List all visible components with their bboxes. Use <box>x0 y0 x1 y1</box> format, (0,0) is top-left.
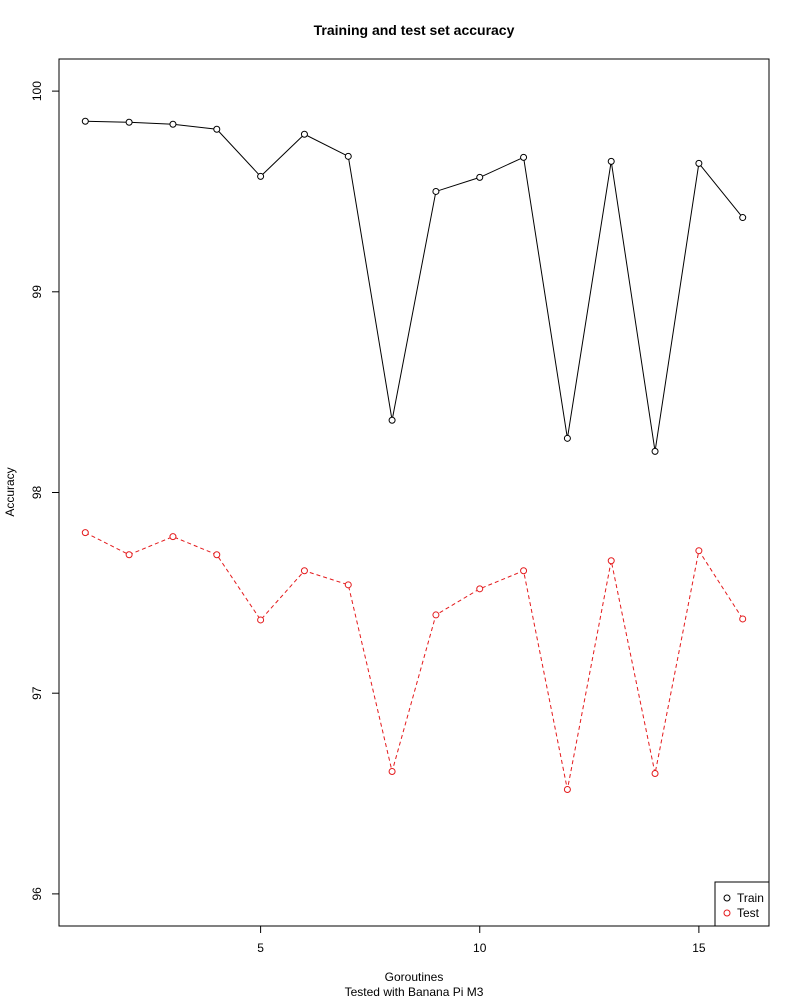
y-tick-label: 96 <box>30 887 44 901</box>
test-data-point <box>213 551 221 559</box>
train-data-point <box>695 159 703 167</box>
y-tick-label: 97 <box>30 686 44 700</box>
train-data-point <box>476 173 484 181</box>
x-axis: 5 10 15 <box>257 926 706 955</box>
train-data-point <box>432 187 440 195</box>
test-data-point <box>169 533 177 541</box>
plot-frame <box>58 58 770 927</box>
train-data-point <box>651 447 659 455</box>
test-data-point <box>125 551 133 559</box>
test-data-point <box>388 767 396 775</box>
x-tick-label: 5 <box>257 941 264 955</box>
test-data-point <box>607 557 615 565</box>
series-layer <box>81 117 747 794</box>
y-tick-label: 100 <box>30 81 44 101</box>
train-data-point <box>344 152 352 160</box>
train-data-point <box>739 214 747 222</box>
x-axis-label: Goroutines <box>385 970 444 984</box>
train-data-point <box>520 153 528 161</box>
test-data-point <box>695 547 703 555</box>
chart-title: Training and test set accuracy <box>314 22 515 38</box>
test-data-point <box>257 616 265 624</box>
train-data-point <box>607 157 615 165</box>
train-data-point <box>300 130 308 138</box>
y-tick-label: 98 <box>30 486 44 500</box>
train-data-point <box>125 118 133 126</box>
train-data-point <box>169 120 177 128</box>
test-data-point <box>563 786 571 794</box>
train-data-point <box>563 434 571 442</box>
test-data-point <box>739 615 747 623</box>
test-data-point <box>520 567 528 575</box>
train-data-point <box>388 416 396 424</box>
y-axis: 96 97 98 99 100 <box>30 81 59 901</box>
legend-label-test: Test <box>737 906 760 920</box>
test-data-point <box>432 611 440 619</box>
train-data-point <box>257 172 265 180</box>
y-axis-label: Accuracy <box>3 467 17 516</box>
train-series-line <box>85 120 744 452</box>
x-axis-sublabel: Tested with Banana Pi M3 <box>345 985 484 999</box>
test-data-point <box>344 581 352 589</box>
test-data-point <box>300 567 308 575</box>
x-tick-label: 10 <box>473 941 487 955</box>
x-tick-label: 15 <box>692 941 706 955</box>
test-data-point <box>81 529 89 537</box>
legend-box <box>714 881 770 927</box>
legend-label-train: Train <box>737 891 764 905</box>
legend-marker-test <box>723 909 731 917</box>
test-series-line <box>85 532 744 790</box>
train-data-point <box>213 125 221 133</box>
y-tick-label: 99 <box>30 285 44 299</box>
legend-marker-train <box>723 894 731 902</box>
train-data-point <box>81 117 89 125</box>
test-data-point <box>651 769 659 777</box>
test-data-point <box>476 585 484 593</box>
